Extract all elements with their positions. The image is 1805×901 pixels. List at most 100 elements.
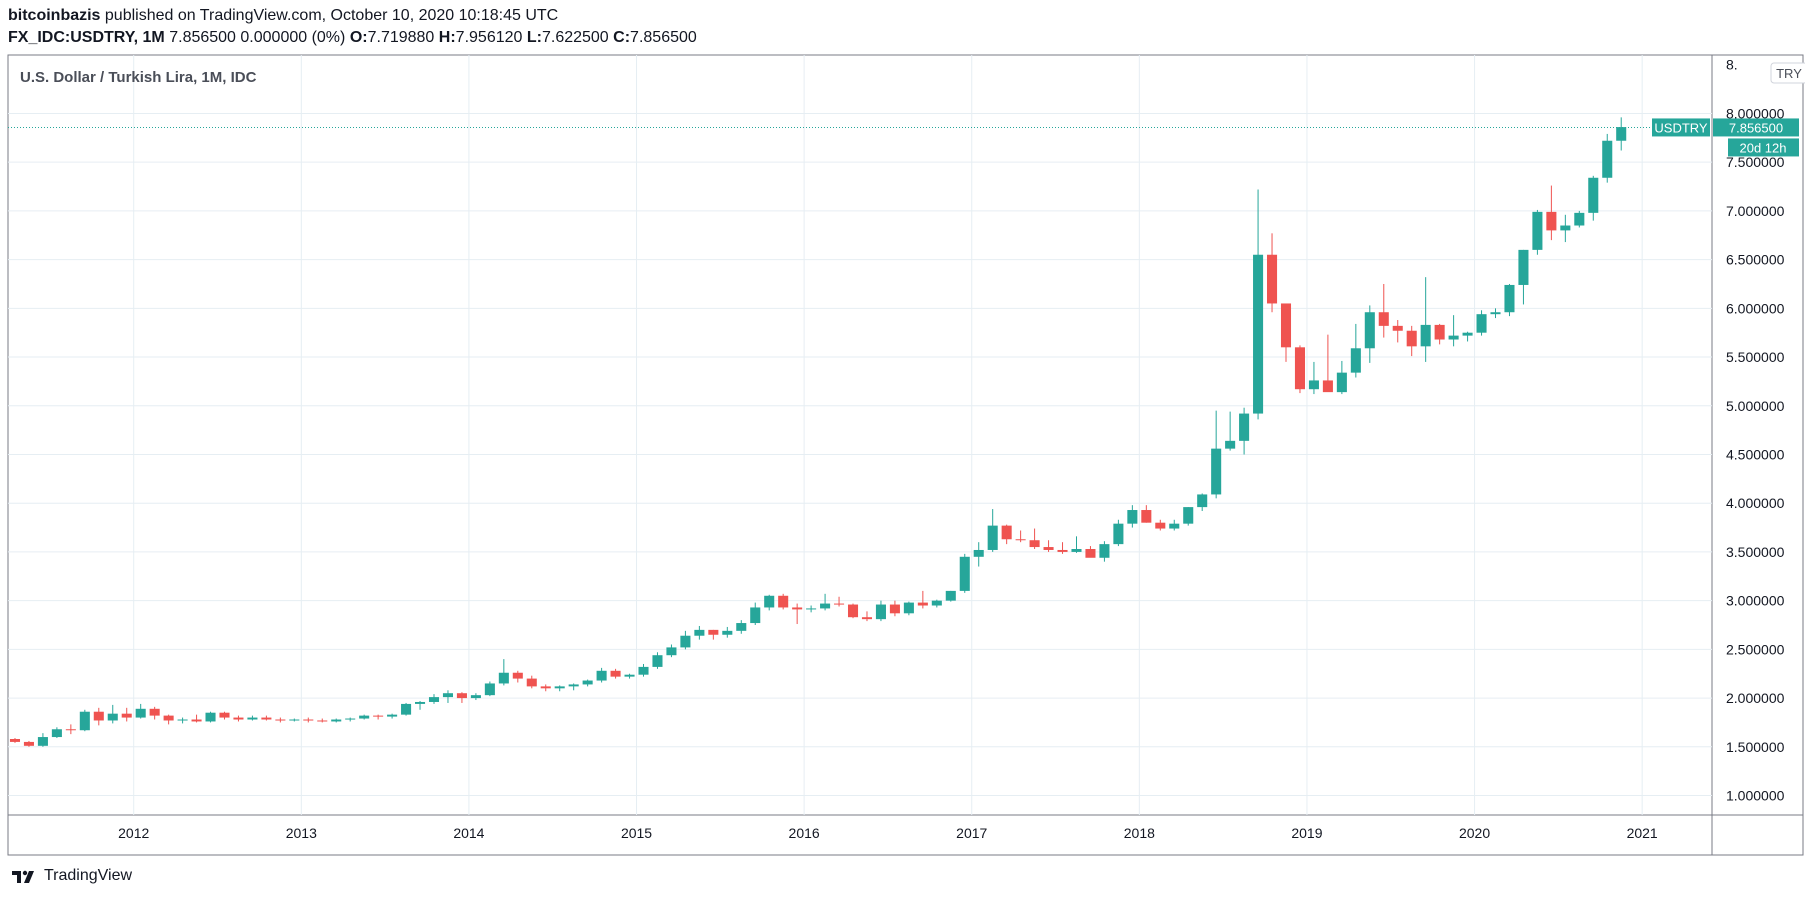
candle-body <box>1322 380 1333 393</box>
x-tick-label: 2012 <box>118 825 149 841</box>
last-price-tag: USDTRY 7.856500 20d 12h <box>1652 118 1799 157</box>
candle-body <box>806 608 817 610</box>
candle-body <box>1616 127 1627 141</box>
candle <box>1378 283 1389 338</box>
currency-badge: TRY <box>1770 62 1805 84</box>
candle <box>1294 345 1305 394</box>
candle-body <box>889 604 900 614</box>
footer-brand[interactable]: TradingView <box>10 867 132 885</box>
candle-body <box>1546 211 1557 231</box>
candle-body <box>847 604 859 618</box>
candle <box>1183 507 1194 526</box>
candle <box>37 733 48 747</box>
y-tick-label: 4.500000 <box>1726 446 1785 462</box>
candle-body <box>219 712 230 718</box>
candle <box>820 593 831 611</box>
candle-body <box>1141 510 1152 523</box>
candle <box>359 714 370 720</box>
candle <box>135 703 146 719</box>
x-tick-label: 2017 <box>956 825 987 841</box>
candle-body <box>135 708 146 718</box>
candle-body <box>1239 413 1250 441</box>
candle-body <box>736 623 747 631</box>
candle <box>219 711 230 720</box>
candle <box>540 684 551 692</box>
candle-body <box>1462 332 1473 336</box>
candle <box>415 701 426 710</box>
candle <box>51 727 62 739</box>
candle-body <box>401 703 412 715</box>
candle-body <box>317 720 328 722</box>
candle <box>1602 133 1613 183</box>
candle-body <box>1392 325 1403 331</box>
publisher-name[interactable]: bitcoinbazis <box>8 7 101 24</box>
candle-body <box>359 715 370 719</box>
candle-body <box>428 697 440 702</box>
close-value: 7.856500 <box>630 29 697 46</box>
candle <box>149 706 160 720</box>
candle <box>917 590 928 609</box>
candle-body <box>51 729 62 738</box>
candle <box>1616 117 1627 151</box>
candle-body <box>1574 212 1585 226</box>
candle <box>1420 277 1431 362</box>
candle <box>121 707 132 722</box>
candle <box>1239 407 1250 455</box>
candle <box>1406 325 1417 357</box>
candle-body <box>931 600 942 606</box>
candle <box>107 704 118 724</box>
candle <box>596 667 607 683</box>
candle <box>1043 540 1054 552</box>
candle-body <box>1127 510 1138 524</box>
candle-body <box>959 556 970 591</box>
candle-body <box>1378 312 1389 326</box>
x-tick-label: 2021 <box>1627 825 1658 841</box>
candle-body <box>1294 347 1305 390</box>
candle <box>1504 283 1515 317</box>
publisher-line: bitcoinbazis published on TradingView.co… <box>8 7 558 25</box>
candle <box>1588 175 1599 221</box>
open-value: 7.719880 <box>367 29 435 46</box>
y-tick-label: 4.000000 <box>1726 495 1785 511</box>
candle <box>973 542 984 567</box>
candle-body <box>1588 177 1599 213</box>
candle <box>1197 493 1208 511</box>
candle-body <box>289 719 300 721</box>
candle <box>1113 519 1124 547</box>
close-label: C: <box>613 29 631 46</box>
candle-body <box>1029 540 1040 548</box>
candle <box>512 670 523 683</box>
candle <box>9 738 21 743</box>
candle-body <box>1602 140 1613 178</box>
candle-body <box>484 683 495 696</box>
candle <box>373 714 384 720</box>
candle-body <box>1350 348 1361 373</box>
candle <box>778 593 789 610</box>
x-tick-label: 2013 <box>286 825 317 841</box>
candle-body <box>1336 372 1347 393</box>
candle-body <box>834 603 845 605</box>
x-tick-label: 2014 <box>453 825 484 841</box>
candle-body <box>387 714 398 717</box>
high-value: 7.956120 <box>455 29 523 46</box>
candle-body <box>610 670 621 677</box>
candle-body <box>1504 284 1515 313</box>
candle-body <box>456 693 467 699</box>
candle-body <box>1406 330 1417 347</box>
candle-body <box>526 678 537 687</box>
candle-body <box>820 603 831 609</box>
candle <box>610 668 621 679</box>
candle-body <box>708 629 719 635</box>
countdown-label: 20d 12h <box>1740 140 1787 155</box>
candle <box>1448 315 1459 347</box>
candle-body <box>582 680 593 685</box>
candle <box>261 715 272 721</box>
candle-body <box>861 617 873 620</box>
candle <box>331 718 342 723</box>
candle <box>1322 334 1333 393</box>
candle-body <box>1155 522 1166 529</box>
candle-body <box>1308 380 1319 390</box>
candle-body <box>79 711 90 731</box>
candle-body <box>261 717 272 720</box>
